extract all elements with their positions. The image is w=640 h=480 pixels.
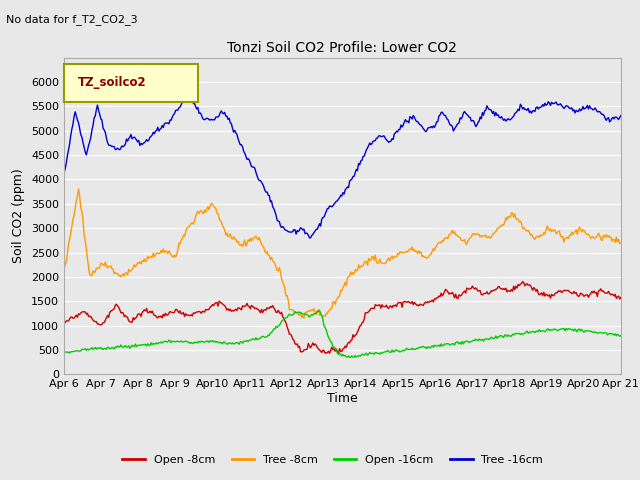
Open -16cm xyxy=(394,348,401,354)
Line: Open -8cm: Open -8cm xyxy=(64,282,621,353)
Open -8cm xyxy=(362,310,370,316)
Tree -8cm xyxy=(300,315,308,321)
Open -8cm xyxy=(326,350,333,356)
Tree -16cm xyxy=(617,113,625,119)
Open -16cm xyxy=(364,352,371,358)
Tree -8cm xyxy=(330,299,338,304)
Tree -16cm xyxy=(364,145,371,151)
Tree -8cm xyxy=(394,251,401,256)
Tree -16cm xyxy=(306,235,314,241)
Open -8cm xyxy=(321,350,329,356)
Tree -8cm xyxy=(519,226,527,231)
Tree -8cm xyxy=(606,235,614,240)
Open -16cm xyxy=(316,307,323,313)
Line: Tree -8cm: Tree -8cm xyxy=(64,189,621,318)
Open -8cm xyxy=(60,320,68,326)
Tree -8cm xyxy=(327,306,335,312)
Y-axis label: Soil CO2 (ppm): Soil CO2 (ppm) xyxy=(12,168,26,264)
Text: No data for f_T2_CO2_3: No data for f_T2_CO2_3 xyxy=(6,14,138,25)
Tree -16cm xyxy=(394,129,401,135)
Open -8cm xyxy=(329,347,337,353)
Open -8cm xyxy=(518,281,525,287)
Open -8cm xyxy=(393,303,401,309)
Open -16cm xyxy=(606,331,614,336)
Tree -16cm xyxy=(327,203,335,209)
Title: Tonzi Soil CO2 Profile: Lower CO2: Tonzi Soil CO2 Profile: Lower CO2 xyxy=(227,41,458,55)
Tree -8cm xyxy=(617,240,625,246)
Tree -8cm xyxy=(60,267,68,273)
Tree -16cm xyxy=(185,92,193,97)
Open -8cm xyxy=(617,295,625,300)
Line: Open -16cm: Open -16cm xyxy=(64,310,621,358)
Legend: Open -8cm, Tree -8cm, Open -16cm, Tree -16cm: Open -8cm, Tree -8cm, Open -16cm, Tree -… xyxy=(118,451,548,469)
Open -16cm xyxy=(329,343,337,349)
FancyBboxPatch shape xyxy=(64,64,198,102)
Tree -8cm xyxy=(75,186,83,192)
Tree -16cm xyxy=(606,119,614,125)
X-axis label: Time: Time xyxy=(327,392,358,405)
Tree -16cm xyxy=(330,201,338,207)
Open -16cm xyxy=(346,355,353,360)
Open -16cm xyxy=(519,331,527,337)
Tree -16cm xyxy=(60,170,68,176)
Open -16cm xyxy=(60,349,68,355)
Text: TZ_soilco2: TZ_soilco2 xyxy=(78,76,147,89)
Open -16cm xyxy=(617,333,625,338)
Tree -16cm xyxy=(519,106,527,112)
Open -8cm xyxy=(519,279,527,285)
Line: Tree -16cm: Tree -16cm xyxy=(64,95,621,238)
Tree -8cm xyxy=(364,262,371,268)
Open -16cm xyxy=(326,336,333,342)
Open -8cm xyxy=(606,290,614,296)
